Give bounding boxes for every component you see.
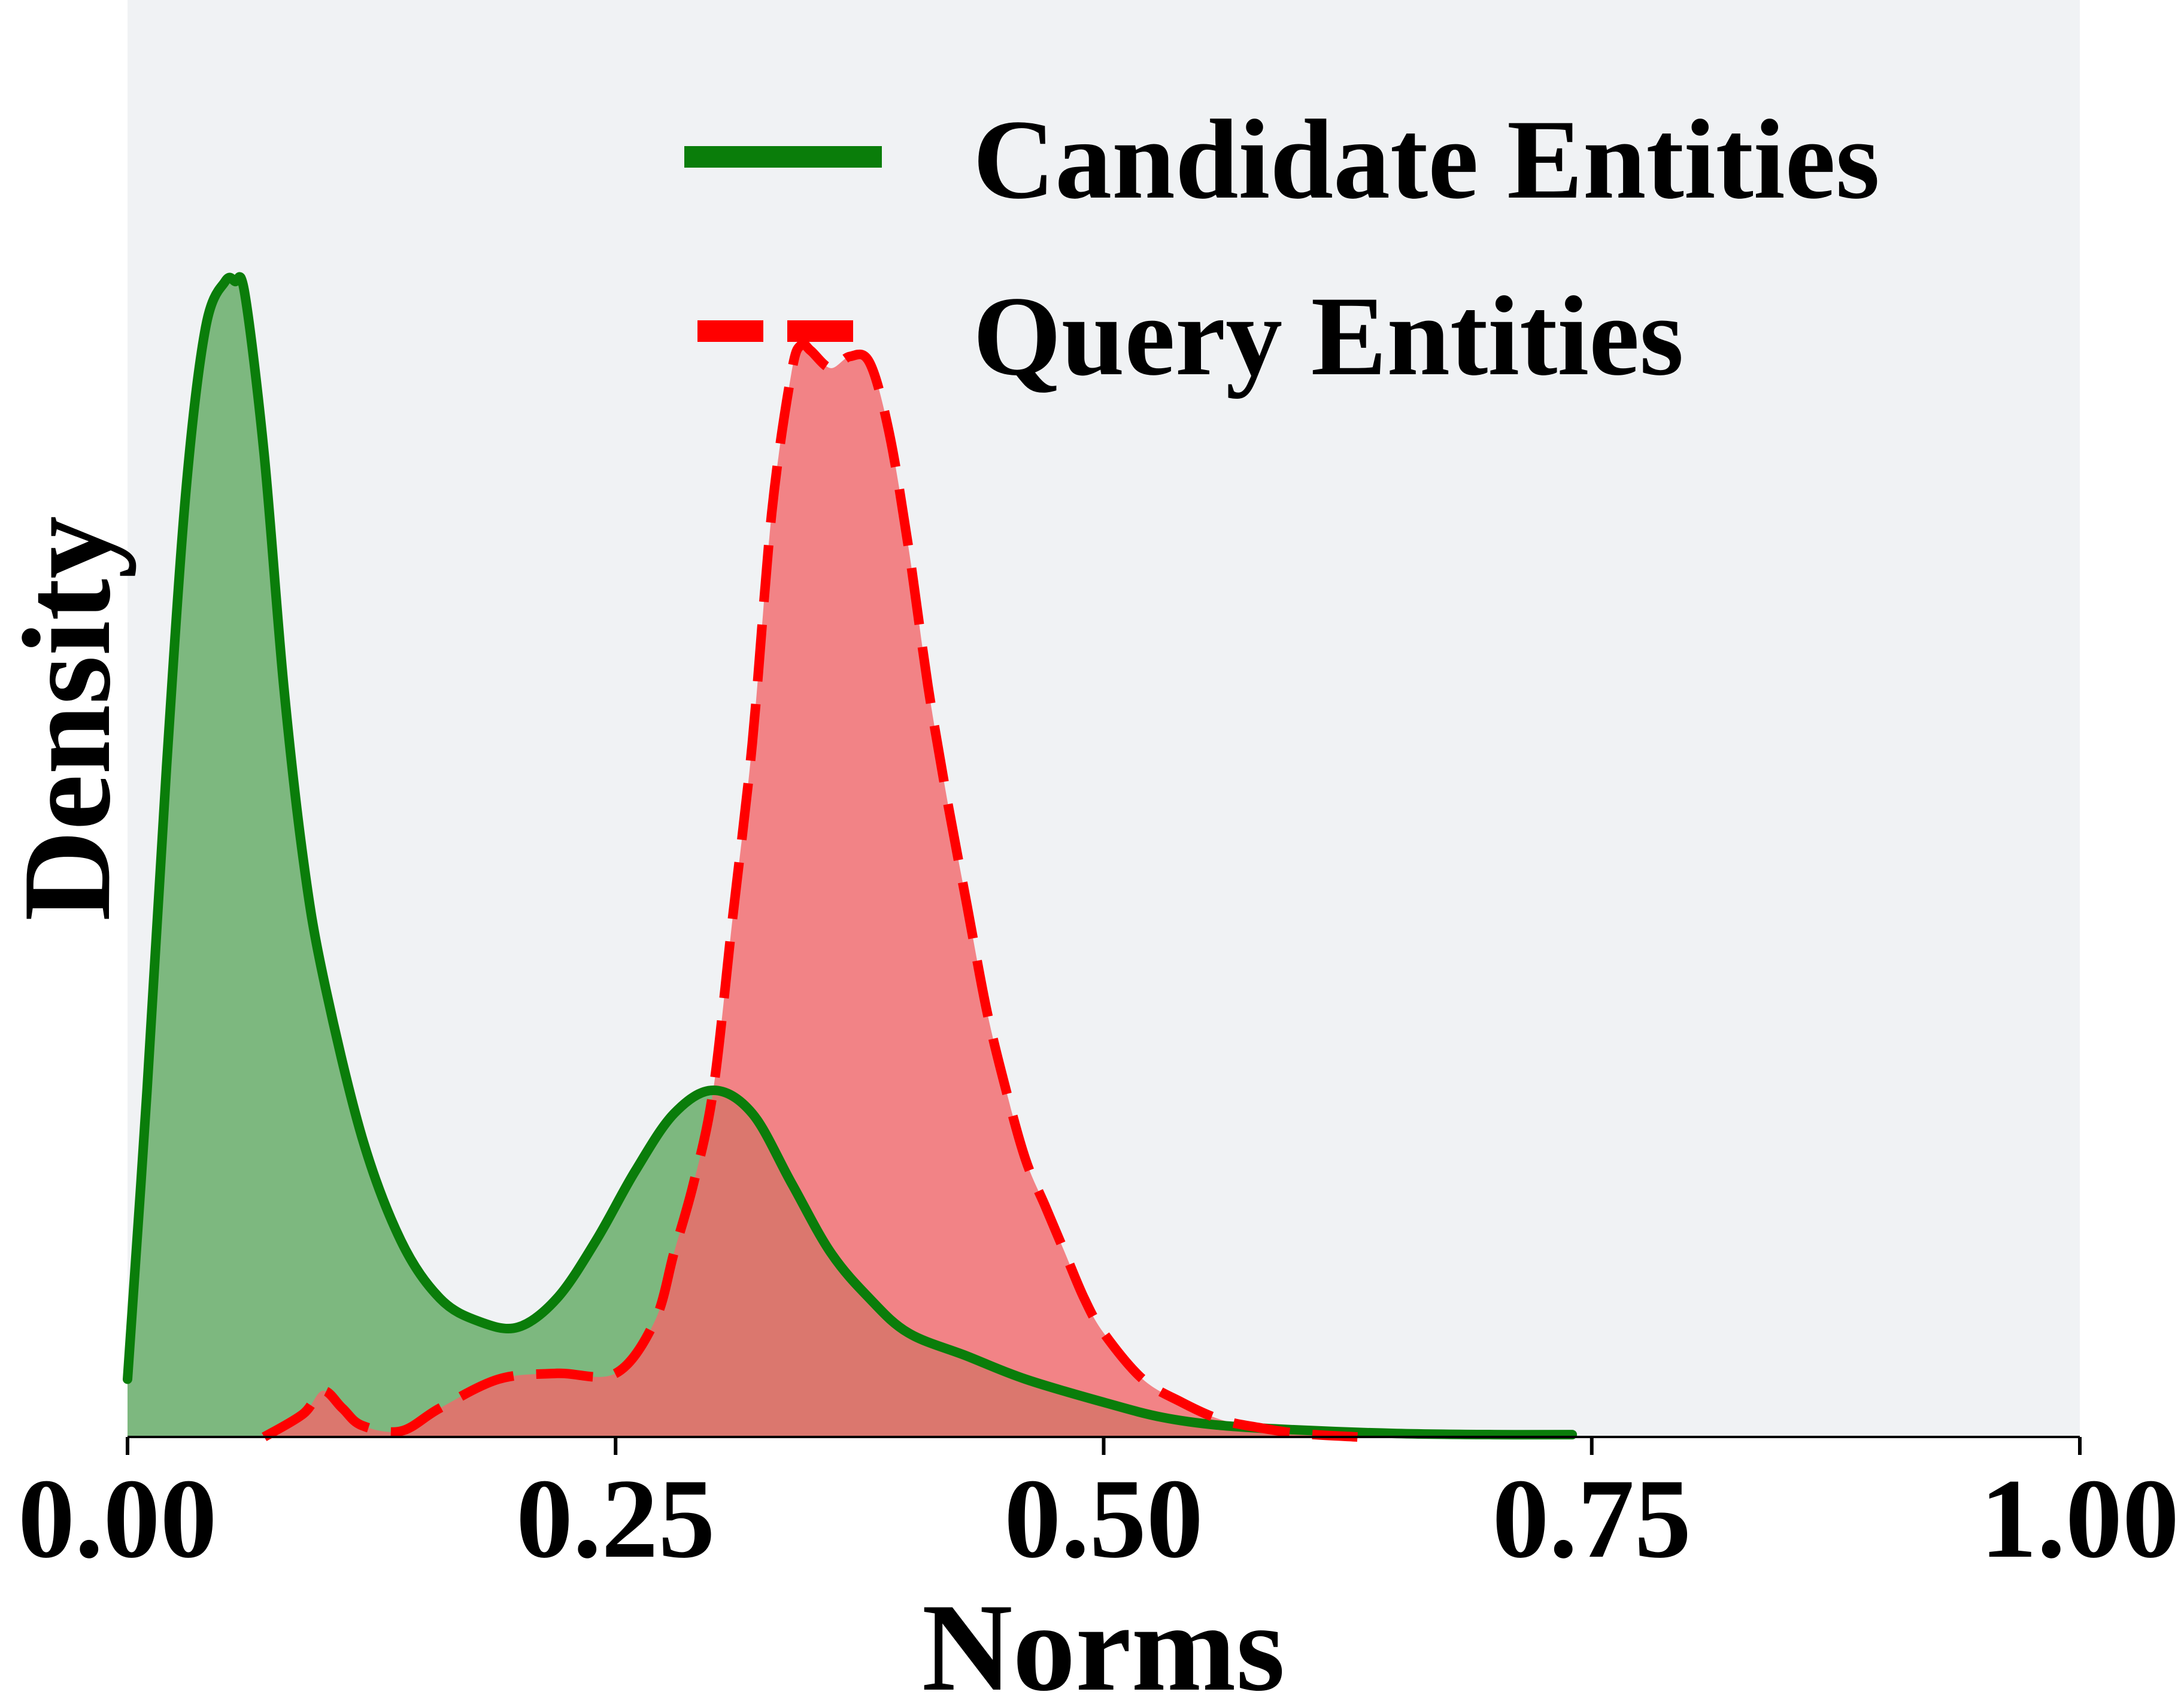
x-axis xyxy=(126,1436,2082,1455)
legend: Candidate Entities Query Entities xyxy=(684,97,1880,399)
area-candidate-entities xyxy=(128,277,1573,1438)
x-axis-title: Norms xyxy=(922,1578,1285,1704)
plot-background xyxy=(128,0,2080,1437)
x-tick-label: 1.00 xyxy=(1980,1456,2180,1582)
density-lines xyxy=(123,272,1578,1442)
x-tick-labels: 0.00 0.25 0.50 0.75 1.00 xyxy=(18,1456,2179,1582)
x-tick-label: 0.50 xyxy=(1004,1456,1203,1582)
legend-label-query-entities: Query Entities xyxy=(973,274,1684,399)
density-fills xyxy=(128,277,1573,1438)
line-query-entities xyxy=(262,339,1358,1442)
x-tick-label: 0.25 xyxy=(516,1456,715,1582)
y-axis-title: Density xyxy=(0,516,136,921)
x-tick-label: 0.00 xyxy=(18,1456,217,1582)
legend-label-candidate-entities: Candidate Entities xyxy=(973,97,1880,223)
line-candidate-entities xyxy=(123,272,1578,1440)
area-query-entities xyxy=(264,344,1358,1437)
x-tick-label: 0.75 xyxy=(1493,1456,1692,1582)
